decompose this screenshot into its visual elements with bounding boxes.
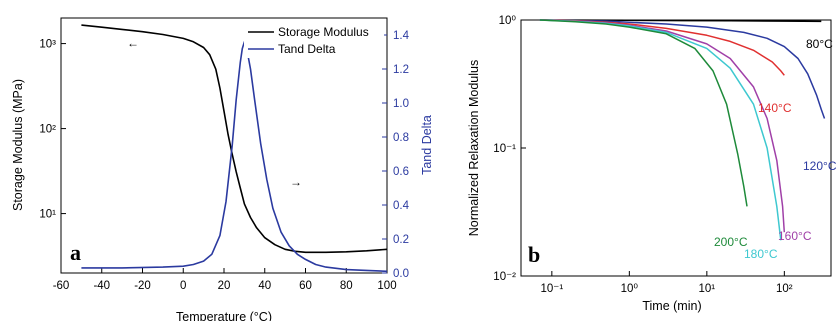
- series-label-b: 80°C: [806, 37, 833, 51]
- y-tick-label-b: 10⁰: [499, 15, 517, 27]
- y-axis-label-a: Storage Modulus (MPa): [11, 79, 25, 211]
- y-tick-label-a: 10²: [39, 124, 56, 136]
- y-axis-label-b: Normalized Relaxation Modulus: [467, 60, 481, 236]
- series-layer-b: [539, 19, 826, 241]
- x-axis-label-a: Temperature (°C): [176, 310, 272, 321]
- tand-delta-line: [81, 41, 388, 273]
- series-layer-a: [81, 24, 388, 273]
- y2-tick-label-a: 0.6: [393, 166, 409, 178]
- arrow-right-annotation: →: [290, 175, 302, 189]
- series-label-b: 160°C: [778, 229, 812, 243]
- relaxation-line: [539, 19, 785, 76]
- relaxation-line: [539, 19, 782, 241]
- arrow-left-annotation: ←: [127, 36, 139, 50]
- x-tick-label-a: -40: [93, 280, 110, 292]
- y2-tick-label-a: 1.0: [393, 98, 409, 110]
- y2-axis-ticks-a: 0.0 0.2 0.4 0.6 0.8 1.0 1.2 1.4: [382, 30, 410, 280]
- y-axis-ticks-b: 10⁻² 10⁻¹ 10⁰: [493, 15, 526, 283]
- storage-modulus-line: [81, 24, 388, 254]
- x-tick-label-b: 10⁰: [621, 283, 639, 295]
- x-tick-label-a: -60: [53, 280, 70, 292]
- legend-label-tand: Tand Delta: [278, 42, 336, 56]
- series-label-b: 140°C: [758, 101, 792, 115]
- x-axis-ticks-a: -60 -40 -20 0 20 40 60 80 100: [53, 268, 397, 292]
- y2-tick-label-a: 0.0: [393, 268, 409, 280]
- relaxation-line: [539, 19, 786, 233]
- x-tick-label-a: 100: [377, 280, 396, 292]
- x-tick-label-b: 10¹: [699, 283, 716, 295]
- x-tick-label-a: 40: [258, 280, 271, 292]
- x-axis-ticks-b: 10⁻¹ 10⁰ 10¹ 10²: [540, 271, 793, 295]
- x-tick-label-a: 60: [299, 280, 312, 292]
- y-axis-ticks-a: 10¹ 10² 10³: [39, 39, 66, 221]
- y2-tick-label-a: 0.4: [393, 200, 410, 212]
- series-label-b: 180°C: [744, 247, 778, 261]
- y2-axis-label-a: Tand Delta: [420, 115, 434, 175]
- panel-letter-b: b: [528, 242, 540, 267]
- relaxation-line: [539, 19, 748, 207]
- x-tick-label-b: 10²: [776, 283, 793, 295]
- y-tick-label-b: 10⁻¹: [493, 143, 516, 155]
- y2-tick-label-a: 1.2: [393, 64, 409, 76]
- legend-label-storage: Storage Modulus: [278, 25, 369, 39]
- y-tick-label-a: 10¹: [39, 209, 56, 221]
- y2-tick-label-a: 0.8: [393, 132, 409, 144]
- y-tick-label-b: 10⁻²: [493, 271, 516, 283]
- relaxation-line: [539, 19, 826, 119]
- x-tick-label-a: 0: [180, 280, 186, 292]
- x-tick-label-a: 80: [340, 280, 353, 292]
- x-tick-label-a: 20: [218, 280, 231, 292]
- x-tick-label-a: -20: [134, 280, 151, 292]
- legend-a: [244, 20, 384, 58]
- y2-tick-label-a: 0.2: [393, 234, 409, 246]
- y-tick-label-a: 10³: [39, 39, 56, 51]
- panel-letter-a: a: [70, 240, 81, 265]
- series-label-b: 200°C: [714, 235, 748, 249]
- series-label-b: 120°C: [803, 159, 836, 173]
- x-axis-label-b: Time (min): [642, 299, 701, 313]
- y2-tick-label-a: 1.4: [393, 30, 410, 42]
- x-tick-label-b: 10⁻¹: [540, 283, 563, 295]
- panel-b: 10⁻¹ 10⁰ 10¹ 10² 10⁻² 10⁻¹ 10⁰ 80°C 120°C 140°C…: [467, 15, 836, 313]
